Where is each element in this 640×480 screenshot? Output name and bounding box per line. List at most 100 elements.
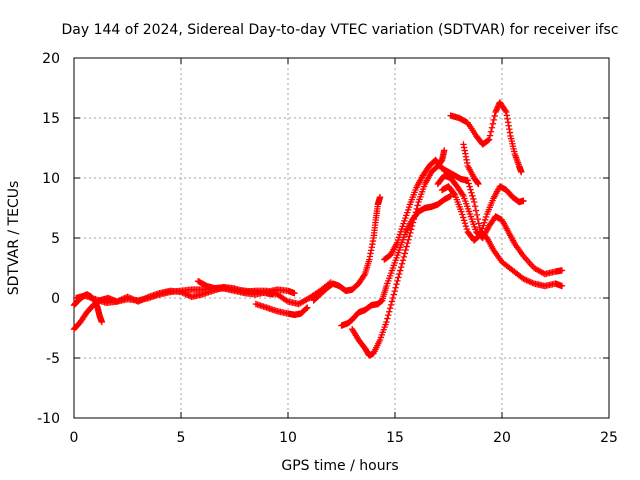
series-track-8 [349, 147, 448, 359]
data-point-marker [485, 137, 492, 144]
data-point-marker [409, 219, 417, 226]
data-point-marker [520, 197, 527, 204]
data-point-marker [403, 243, 410, 250]
data-point-marker [404, 239, 411, 247]
data-point-marker [482, 213, 490, 221]
data-point-marker [390, 291, 397, 298]
series-track-13 [447, 99, 525, 176]
data-point-marker [441, 147, 448, 154]
data-point-marker [478, 228, 485, 235]
data-point-marker [384, 315, 391, 322]
x-tick-labels: 0 5 10 15 20 25 [70, 430, 618, 446]
data-point-marker [472, 207, 480, 214]
data-point-marker [462, 222, 470, 230]
data-point-marker [502, 107, 509, 114]
data-point-marker [395, 274, 402, 281]
data-point-marker [410, 215, 418, 223]
data-point-marker [479, 225, 486, 232]
series-track-12 [460, 141, 482, 188]
data-point-marker [473, 211, 481, 219]
y-tick-label: 5 [51, 231, 60, 247]
data-point-marker [406, 233, 413, 240]
data-point-marker [476, 232, 483, 239]
data-point-marker [304, 304, 311, 311]
data-point-marker [408, 222, 416, 230]
data-point-marker [491, 112, 498, 120]
series-track-5 [252, 300, 311, 318]
data-point-marker [388, 298, 396, 305]
data-point-marker [558, 282, 566, 290]
data-point-marker [396, 270, 403, 278]
series-track-9 [381, 156, 566, 290]
data-point-marker [394, 277, 401, 285]
data-point-marker [414, 202, 421, 209]
x-tick-label: 0 [70, 430, 79, 446]
data-point-marker [470, 195, 477, 203]
series-track-11 [438, 183, 527, 244]
x-tick-label: 10 [279, 430, 297, 446]
data-point-marker [408, 226, 415, 233]
data-point-marker [405, 236, 412, 243]
data-point-marker [475, 180, 482, 188]
data-point-marker [460, 217, 468, 224]
y-tick-label: -10 [37, 411, 60, 427]
data-point-marker [481, 219, 488, 226]
data-point-marker [450, 190, 458, 197]
series-track-6 [310, 194, 384, 304]
plot-frame [73, 57, 610, 419]
data-point-marker [459, 211, 466, 218]
data-point-marker [383, 318, 390, 326]
data-point-marker [488, 124, 496, 131]
data-point-marker [470, 198, 478, 206]
data-point-marker [393, 281, 400, 288]
data-point-marker [400, 253, 408, 261]
data-points [70, 99, 566, 359]
x-tick-label: 15 [386, 430, 404, 446]
grid-lines [74, 58, 609, 418]
data-point-marker [459, 191, 466, 198]
y-tick-label: -5 [46, 351, 60, 367]
data-point-marker [413, 205, 420, 213]
data-point-marker [486, 132, 494, 139]
data-point-marker [463, 225, 471, 233]
data-point-marker [480, 222, 487, 229]
data-point-marker [477, 231, 484, 238]
series-track-7 [338, 192, 454, 329]
data-point-marker [459, 214, 467, 221]
data-point-marker [487, 128, 495, 135]
data-point-marker [411, 212, 419, 219]
data-point-marker [558, 267, 566, 274]
y-tick-label: 0 [51, 291, 60, 307]
data-point-marker [385, 308, 393, 315]
x-axis-label: GPS time / hours [281, 458, 398, 474]
data-point-marker [396, 267, 404, 274]
data-point-marker [397, 263, 405, 271]
data-point-marker [485, 136, 493, 143]
data-point-marker [481, 216, 489, 224]
data-point-marker [386, 305, 394, 312]
y-tick-labels: -10 -5 0 5 10 15 20 [37, 51, 60, 427]
y-tick-label: 20 [42, 51, 60, 67]
data-point-marker [387, 301, 395, 309]
x-tick-label: 5 [177, 430, 186, 446]
data-point-marker [469, 192, 476, 200]
data-point-marker [360, 272, 368, 279]
data-point-marker [376, 194, 384, 201]
data-point-marker [303, 305, 310, 312]
data-point-marker [447, 192, 454, 200]
data-point-marker [518, 168, 525, 176]
data-point-marker [465, 180, 472, 187]
data-point-marker [398, 260, 406, 267]
data-point-marker [407, 229, 414, 237]
y-tick-label: 15 [42, 111, 60, 127]
data-point-marker [402, 246, 409, 254]
data-point-marker [291, 290, 298, 297]
data-point-marker [475, 220, 482, 227]
data-point-marker [385, 311, 392, 319]
data-point-marker [466, 183, 473, 190]
series-track-4 [194, 278, 298, 298]
x-tick-label: 20 [493, 430, 511, 446]
data-point-marker [399, 257, 407, 264]
data-point-marker [468, 189, 475, 196]
x-tick-label: 25 [600, 430, 618, 446]
